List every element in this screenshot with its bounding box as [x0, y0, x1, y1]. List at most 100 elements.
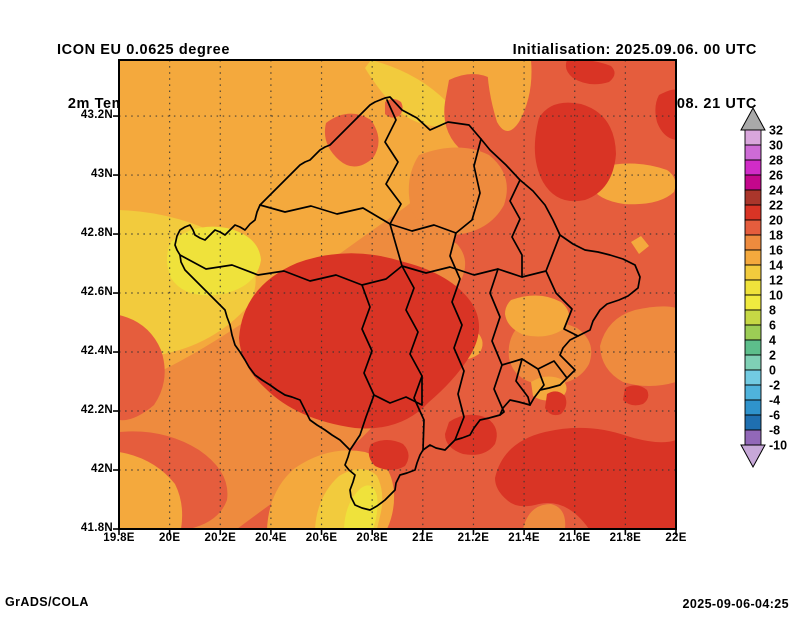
colorbar-label: 28 — [769, 154, 783, 168]
colorbar-label: 4 — [769, 334, 776, 348]
municipality-boundary — [384, 99, 402, 225]
colorbar-label: 18 — [769, 229, 783, 243]
temp-band-18C — [324, 113, 379, 167]
x-tick-label: 20.2E — [204, 532, 237, 544]
colorbar-segment-0C — [744, 354, 762, 371]
colorbar-segment-18C — [744, 219, 762, 236]
colorbar-label: 10 — [769, 289, 783, 303]
temp-band-12C — [365, 60, 452, 127]
temp-band-20C — [368, 440, 409, 470]
colorbar-segment--8C — [744, 414, 762, 431]
colorbar-segment-20C — [744, 204, 762, 221]
colorbar-label: 16 — [769, 244, 783, 258]
x-tick-label: 21E — [412, 532, 434, 544]
colorbar-label: 30 — [769, 139, 783, 153]
temp-band-20C — [545, 391, 567, 416]
colorbar-segment-8C — [744, 294, 762, 311]
municipality-boundary — [449, 232, 465, 441]
temp-band-14C — [119, 452, 183, 529]
y-tick-label: 43N — [91, 168, 113, 181]
colorbar-segment-24C — [744, 174, 762, 191]
x-axis-labels: 19.8E 20E 20.2E 20.4E 20.6E 20.8E 21E 21.2E 21.4… — [103, 532, 686, 548]
colorbar-label: 32 — [769, 124, 783, 138]
municipality-boundary — [259, 204, 391, 225]
x-tick-label: 20.4E — [255, 532, 287, 544]
colorbar-label: 8 — [769, 304, 776, 318]
temp-band-16C — [408, 147, 507, 235]
colorbar-label: 14 — [769, 259, 783, 273]
colorbar-segment-12C — [744, 264, 762, 281]
x-tick-label: 21.2E — [457, 532, 490, 544]
municipality-boundary — [349, 284, 375, 451]
temp-band-14C — [590, 163, 676, 205]
temp-band-20C — [623, 385, 649, 406]
colorbar-segment-16C — [744, 234, 762, 251]
colorbar-segment-4C — [744, 324, 762, 341]
temp-band-14C — [505, 295, 570, 337]
colorbar-label: -2 — [769, 379, 780, 393]
axis-ticks — [113, 115, 677, 535]
colorbar-label: 0 — [769, 364, 776, 378]
temp-band-16C — [600, 306, 676, 386]
colorbar-segment--6C — [744, 399, 762, 416]
y-tick-label: 42.2N — [80, 404, 113, 416]
colorbar-segment-2C — [744, 339, 762, 356]
colorbar-label: -6 — [769, 409, 780, 423]
municipality-boundary — [389, 138, 482, 234]
temp-band-20C — [655, 89, 676, 140]
municipality-boundary — [373, 375, 423, 406]
temp-band-20C — [534, 102, 616, 202]
country-outline — [174, 96, 641, 511]
colorbar-segment-22C — [744, 189, 762, 206]
region-boundaries — [174, 96, 641, 511]
grads-credit: GrADS/COLA — [5, 595, 89, 609]
x-tick-label: 20E — [158, 532, 181, 544]
x-tick-label: 22E — [665, 532, 687, 544]
y-tick-label: 42.4N — [80, 345, 113, 358]
temp-band-14C — [487, 60, 532, 131]
municipality-boundary — [545, 270, 579, 337]
x-tick-label: 19.8E — [103, 532, 135, 544]
colorbar-segment-30C — [744, 129, 762, 146]
initialisation-time: Initialisation: 2025.09.06. 00 UTC — [512, 42, 757, 58]
x-tick-label: 21.8E — [609, 532, 642, 544]
creation-timestamp: 2025-09-06-04:25 — [682, 597, 789, 611]
temperature-field — [119, 60, 676, 529]
municipality-boundary — [489, 268, 505, 416]
temp-band-14C — [631, 236, 649, 254]
y-tick-label: 42.8N — [80, 227, 113, 240]
colorbar-label: 24 — [769, 184, 783, 198]
colorbar-label: -4 — [769, 394, 780, 408]
y-tick-label: 41.8N — [80, 522, 113, 534]
colorbar-label: 20 — [769, 214, 783, 228]
colorbar-segment-10C — [744, 279, 762, 296]
x-tick-label: 20.8E — [356, 532, 388, 544]
y-tick-label: 43.2N — [80, 109, 113, 122]
municipality-boundary — [401, 265, 425, 451]
colorbar-label: 2 — [769, 349, 776, 363]
colorbar-label: -8 — [769, 424, 780, 438]
x-tick-label: 21.6E — [558, 532, 591, 544]
municipality-boundary — [179, 223, 403, 286]
temp-band-16C — [508, 321, 592, 386]
colorbar-segment-14C — [744, 249, 762, 266]
temp-band-20C — [495, 427, 676, 529]
y-tick-label: 42.6N — [80, 286, 113, 299]
municipality-boundary — [401, 234, 561, 278]
colorbar-segment-26C — [744, 159, 762, 176]
colorbar-label: 6 — [769, 319, 776, 333]
colorbar-segment--4C — [744, 384, 762, 401]
model-title: ICON EU 0.0625 degree — [57, 42, 230, 58]
colorbar-segment--2C — [744, 369, 762, 386]
temp-band-10C — [167, 226, 261, 296]
municipality-boundary — [509, 179, 523, 278]
map-canvas — [113, 59, 677, 535]
colorbar-label: 22 — [769, 199, 783, 213]
map-frame — [118, 59, 677, 530]
temp-band-18C — [119, 315, 165, 421]
y-tick-label: 42N — [91, 463, 113, 475]
colorbar-under-arrow — [740, 444, 766, 469]
temp-band-20C — [565, 60, 615, 85]
